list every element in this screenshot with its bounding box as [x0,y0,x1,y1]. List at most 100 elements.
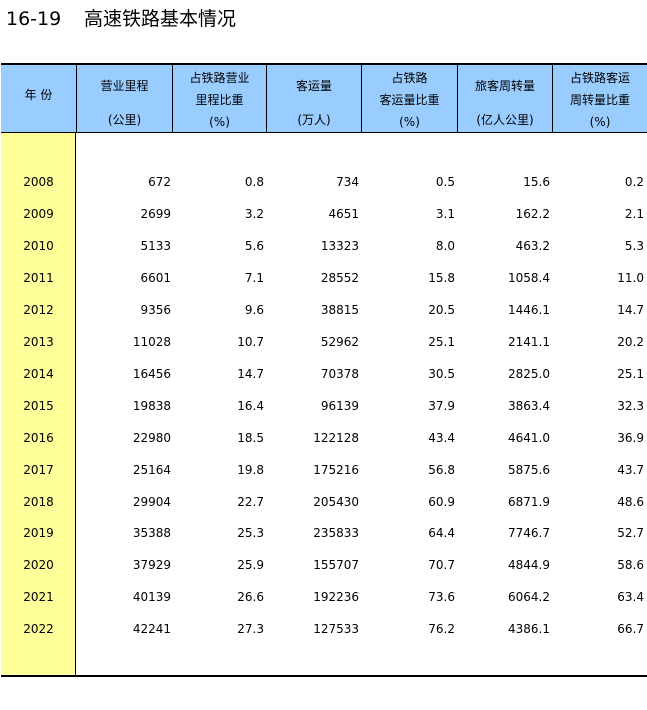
cell-mileage: 5133 [140,238,171,253]
header-line: 里程比重 [195,93,244,107]
table-row: 2008 672 0.8 734 0.5 15.6 0.2 [1,172,647,192]
table-row: 2018 29904 22.7 205430 60.9 6871.9 48.6 [1,492,647,512]
cell-passenger-share: 37.9 [428,398,455,413]
cell-passenger-share: 3.1 [435,206,455,221]
table-row: 2020 37929 25.9 155707 70.7 4844.9 58.6 [1,555,647,575]
cell-year: 2014 [23,366,54,381]
cell-passengers: 4651 [328,206,359,221]
header-line: (%) [209,115,230,129]
header-passengers: 客运量 (万人) [266,65,361,132]
cell-passengers: 122128 [313,430,359,445]
cell-mileage: 6601 [140,270,171,285]
cell-passenger-km-share: 52.7 [617,526,644,541]
cell-passenger-km: 2141.1 [508,334,550,349]
cell-mileage: 672 [148,175,171,189]
cell-passenger-share: 56.8 [428,462,455,477]
cell-mileage-share: 10.7 [237,334,264,349]
header-passenger-km: 旅客周转量 (亿人公里) [457,65,552,132]
year-column [1,133,76,677]
cell-passenger-share: 76.2 [428,622,455,637]
header-line: (万人) [297,113,331,127]
cell-passenger-km-share: 58.6 [617,558,644,573]
header-passenger-share: 占铁路 客运量比重 (%) [361,65,457,132]
table-header: 年 份 营业里程 (公里) 占铁路营业里程比重 (%) 客运量 (万人) 占铁路客运量比重 (%… [1,63,647,133]
cell-year: 2021 [23,590,54,605]
cell-year: 2015 [23,398,54,413]
cell-passenger-share: 73.6 [428,590,455,605]
cell-mileage-share: 5.6 [244,238,264,253]
table-row: 2014 16456 14.7 70378 30.5 2825.0 25.1 [1,364,647,384]
cell-passenger-km-share: 0.2 [624,175,644,189]
cell-mileage-share: 19.8 [237,462,264,477]
cell-passenger-share: 60.9 [428,494,455,509]
cell-passenger-km-share: 25.1 [617,366,644,381]
cell-mileage-share: 25.9 [237,558,264,573]
cell-passenger-km: 4386.1 [508,622,550,637]
cell-passenger-km: 7746.7 [508,526,550,541]
cell-passengers: 155707 [313,558,359,573]
header-line: 占铁路营业 [189,71,250,85]
cell-passenger-km-share: 48.6 [617,494,644,509]
cell-passenger-km-share: 2.1 [624,206,644,221]
cell-passengers: 52962 [320,334,359,349]
table-bottom-rule [1,675,647,677]
cell-mileage: 29904 [132,494,171,509]
cell-year: 2011 [23,270,54,285]
cell-passenger-km: 4641.0 [508,430,550,445]
cell-mileage-share: 22.7 [237,494,264,509]
table-row: 2022 42241 27.3 127533 76.2 4386.1 66.7 [1,619,647,639]
cell-year: 2013 [23,334,54,349]
cell-passenger-km: 1058.4 [508,270,550,285]
table-row: 2011 6601 7.1 28552 15.8 1058.4 11.0 [1,268,647,288]
table-row: 2021 40139 26.6 192236 73.6 6064.2 63.4 [1,587,647,607]
header-passenger-km-share: 占铁路客运 周转量比重 (%) [552,65,647,132]
cell-passenger-km: 6871.9 [508,494,550,509]
header-line: 年 份 [24,88,53,102]
cell-mileage: 19838 [132,398,171,413]
cell-passengers: 38815 [320,302,359,317]
cell-passenger-share: 70.7 [428,558,455,573]
cell-passengers: 192236 [313,590,359,605]
cell-passenger-km-share: 43.7 [617,462,644,477]
cell-passengers: 28552 [320,270,359,285]
cell-mileage-share: 0.8 [244,175,264,189]
header-line: 旅客周转量 [474,79,535,93]
cell-passenger-km: 5875.6 [508,462,550,477]
table-row: 2010 5133 5.6 13323 8.0 463.2 5.3 [1,236,647,256]
cell-mileage-share: 26.6 [237,590,264,605]
cell-mileage-share: 18.5 [237,430,264,445]
cell-mileage: 42241 [132,622,171,637]
cell-year: 2018 [23,494,54,509]
cell-passengers: 96139 [320,398,359,413]
cell-mileage-share: 27.3 [237,622,264,637]
cell-year: 2009 [23,206,54,221]
cell-passenger-share: 30.5 [428,366,455,381]
header-line: 占铁路客运 [569,71,630,85]
cell-passengers: 235833 [313,526,359,541]
cell-passenger-km: 15.6 [523,175,550,189]
cell-passengers: 734 [336,175,359,189]
cell-year: 2020 [23,558,54,573]
cell-passenger-km-share: 5.3 [624,238,644,253]
header-mileage-share: 占铁路营业里程比重 (%) [172,65,266,132]
cell-year: 2019 [23,526,54,541]
cell-passenger-km: 3863.4 [508,398,550,413]
table-row: 2012 9356 9.6 38815 20.5 1446.1 14.7 [1,300,647,320]
cell-passenger-share: 43.4 [428,430,455,445]
cell-mileage: 11028 [132,334,171,349]
cell-passengers: 205430 [313,494,359,509]
header-line: (%) [589,115,611,129]
table-row: 2017 25164 19.8 175216 56.8 5875.6 43.7 [1,460,647,480]
cell-year: 2022 [23,622,54,637]
header-line: 占铁路 [391,71,428,85]
cell-passengers: 13323 [320,238,359,253]
header-line: 营业里程 [100,79,149,93]
cell-passenger-km: 4844.9 [508,558,550,573]
cell-mileage-share: 14.7 [237,366,264,381]
header-mileage: 营业里程 (公里) [76,65,172,132]
cell-mileage-share: 9.6 [244,302,264,317]
cell-mileage: 25164 [132,462,171,477]
cell-passenger-share: 0.5 [435,175,455,189]
table-row: 2019 35388 25.3 235833 64.4 7746.7 52.7 [1,523,647,543]
header-line: 客运量比重 [379,93,440,107]
